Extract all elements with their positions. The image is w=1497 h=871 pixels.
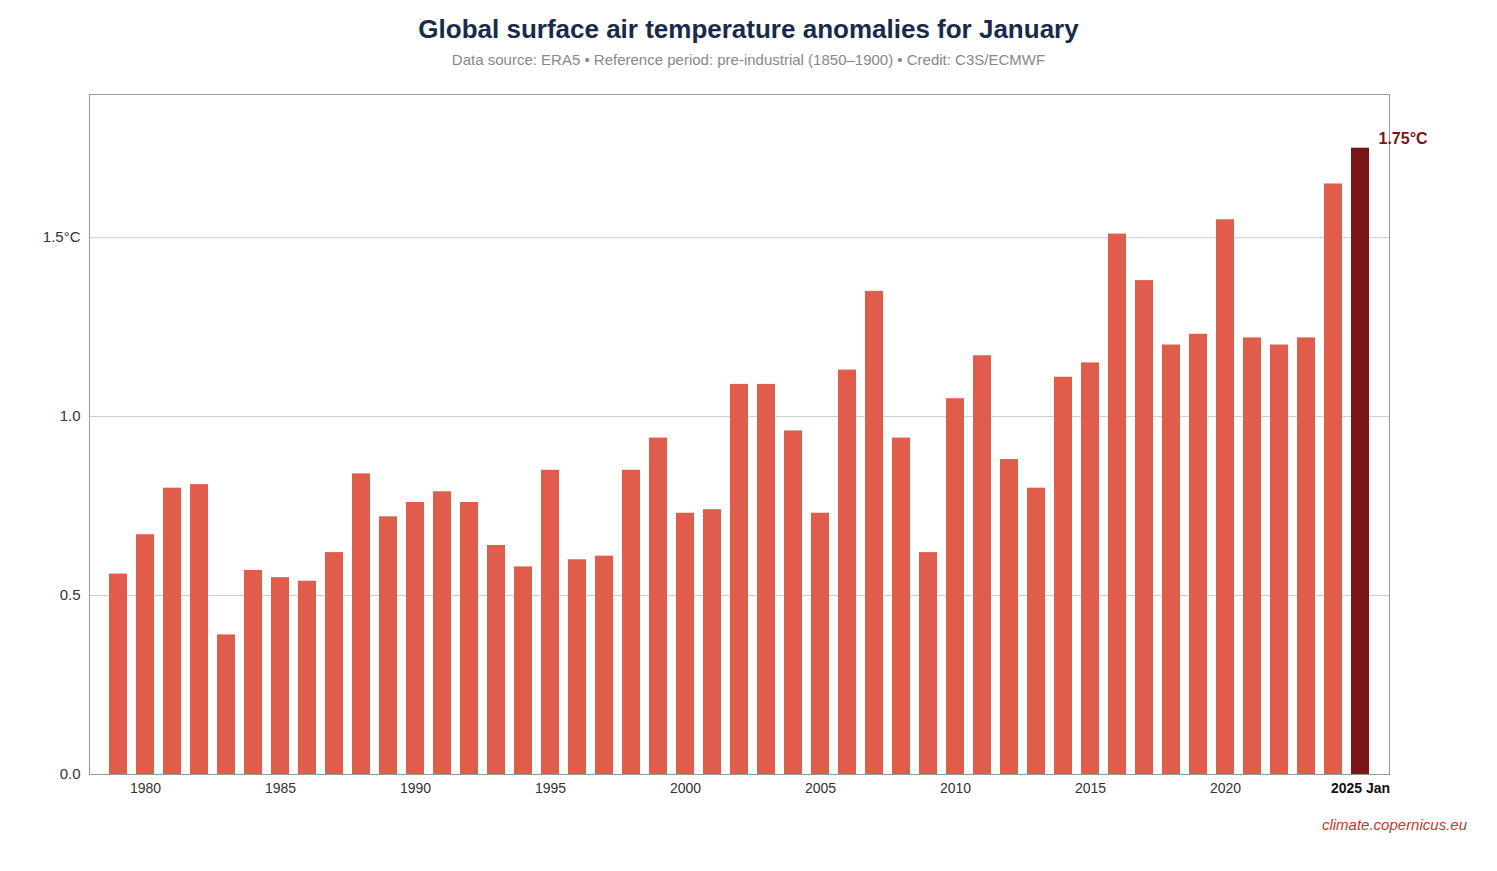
svg-text:2015: 2015 [1074, 780, 1105, 796]
svg-text:0.0: 0.0 [59, 765, 80, 782]
html-text:Global surface air temperature: Global surface air temperature anomalies… [418, 14, 1079, 44]
svg-text:1985: 1985 [264, 780, 295, 796]
svg-text:1.5°C: 1.5°C [42, 228, 80, 245]
svg-text:2025 Jan: 2025 Jan [1330, 780, 1389, 796]
svg-text:2020: 2020 [1209, 780, 1240, 796]
svg-text:1.0: 1.0 [59, 407, 80, 424]
svg-text:1980: 1980 [129, 780, 160, 796]
svg-text:2000: 2000 [669, 780, 700, 796]
svg-text:2005: 2005 [804, 780, 835, 796]
html-text:climate.copernicus.eu: climate.copernicus.eu [1321, 816, 1467, 833]
svg-text:0.5: 0.5 [59, 586, 80, 603]
html-text:Data source: ERA5 • Reference: Data source: ERA5 • Reference period: pr… [451, 51, 1046, 68]
svg-text:1990: 1990 [399, 780, 430, 796]
svg-text:1995: 1995 [534, 780, 565, 796]
svg-text:1.75°C: 1.75°C [1378, 130, 1428, 147]
svg-text:2010: 2010 [939, 780, 970, 796]
